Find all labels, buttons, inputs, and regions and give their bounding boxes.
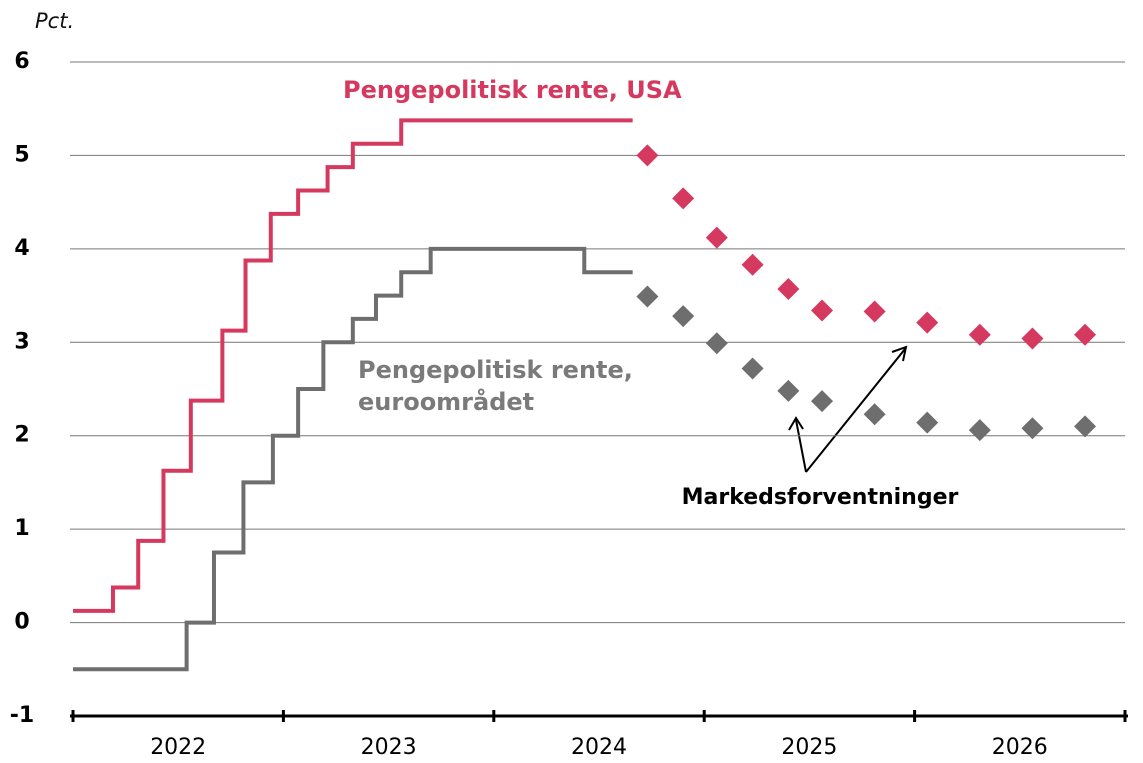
x-tick-label: 2025 xyxy=(781,735,837,760)
forecast-marker xyxy=(811,299,834,322)
forecast-marker xyxy=(636,144,659,167)
series-label: Pengepolitisk rente, USA xyxy=(343,76,682,104)
arrow xyxy=(795,419,807,473)
annotation-arrows xyxy=(788,345,908,473)
forecast-marker xyxy=(811,390,834,413)
forecast-marker xyxy=(705,226,728,249)
forecast-marker xyxy=(777,379,800,402)
y-tick-label: 6 xyxy=(14,49,29,74)
forecast-marker xyxy=(705,332,728,355)
forecast-marker xyxy=(672,305,695,328)
forecast-marker xyxy=(741,357,764,380)
y-tick-label: 5 xyxy=(14,142,29,167)
y-tick-label: 0 xyxy=(14,610,29,635)
forecast-marker xyxy=(777,278,800,301)
forecast-marker xyxy=(1021,327,1044,350)
y-tick-label: -1 xyxy=(10,703,34,728)
step-line xyxy=(73,118,633,613)
y-tick-label: 4 xyxy=(14,236,29,261)
forecast-marker xyxy=(916,411,939,434)
x-tick-label: 2024 xyxy=(571,735,627,760)
step-line xyxy=(73,246,633,672)
forecast-marker xyxy=(863,403,886,426)
y-tick-label: 3 xyxy=(14,329,29,354)
y-tick-label: 2 xyxy=(14,423,29,448)
forecast-marker xyxy=(968,323,991,346)
x-tick-label: 2022 xyxy=(150,735,206,760)
forecast-marker xyxy=(636,285,659,308)
series-label: Pengepolitisk rente, euroområdet xyxy=(358,356,633,416)
forecast-marker xyxy=(968,419,991,442)
arrow-head xyxy=(788,416,804,431)
forecast-marker xyxy=(672,187,695,210)
forecast-marker xyxy=(1074,415,1097,438)
y-unit-label: Pct. xyxy=(35,9,74,33)
arrow-head xyxy=(891,345,908,362)
forecast-marker xyxy=(1074,323,1097,346)
forecast-marker xyxy=(863,300,886,323)
x-tick-label: 2023 xyxy=(361,735,417,760)
x-tick-label: 2026 xyxy=(992,735,1048,760)
forecast-marker xyxy=(741,253,764,276)
y-tick-label: 1 xyxy=(14,516,29,541)
arrow xyxy=(805,348,906,473)
forecast-marker xyxy=(1021,417,1044,440)
forecast-marker xyxy=(916,311,939,334)
annotation: Markedsforventninger xyxy=(682,485,959,510)
